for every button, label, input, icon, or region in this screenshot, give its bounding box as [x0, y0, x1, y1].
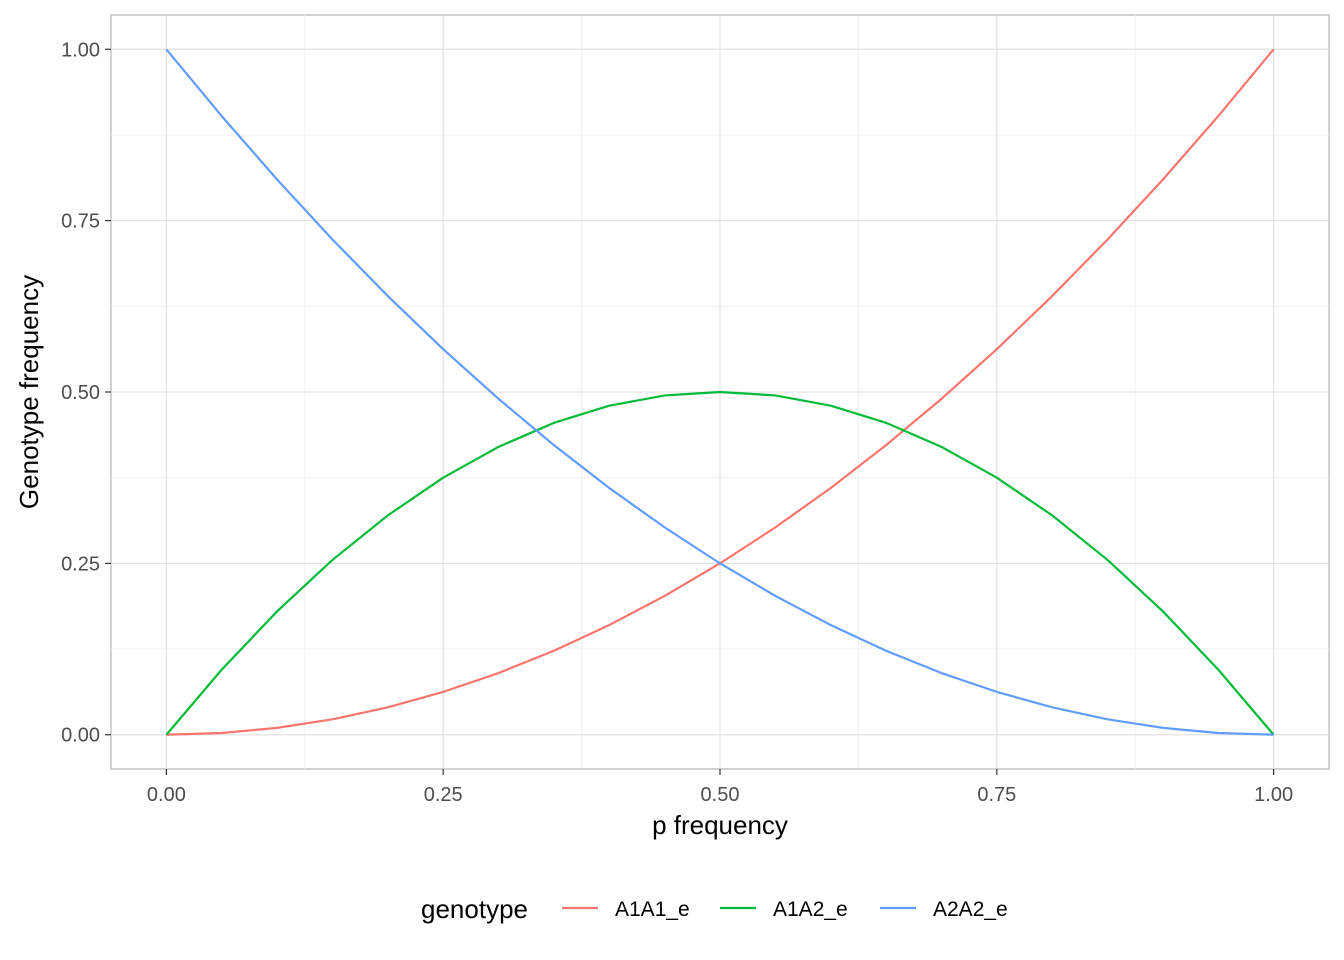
- legend-label-a1a1-e: A1A1_e: [615, 898, 690, 921]
- legend: genotype A1A1_e A1A2_e A2A2_e: [421, 894, 1008, 924]
- x-tick-label: 0.00: [147, 784, 186, 806]
- x-tick-label: 0.75: [977, 784, 1016, 806]
- x-tick-label: 0.25: [424, 784, 463, 806]
- legend-label-a2a2-e: A2A2_e: [933, 898, 1008, 921]
- y-tick-label: 0.00: [61, 725, 100, 747]
- y-tick-label: 1.00: [61, 39, 100, 61]
- x-axis-title: p frequency: [652, 810, 788, 840]
- major-gridlines: [111, 15, 1329, 769]
- x-tick-label: 0.50: [701, 784, 740, 806]
- series-line-a2a2-e: [165, 48, 1274, 736]
- y-axis: 0.00 0.25 0.50 0.75 1.00: [61, 39, 111, 747]
- y-tick-label: 0.75: [61, 211, 100, 233]
- y-tick-label: 0.25: [61, 553, 100, 575]
- series-lines: [165, 48, 1275, 736]
- legend-title: genotype: [421, 894, 528, 924]
- legend-label-a1a2-e: A1A2_e: [773, 898, 848, 921]
- y-tick-label: 0.50: [61, 382, 100, 404]
- x-axis: 0.00 0.25 0.50 0.75 1.00: [147, 769, 1293, 806]
- series-line-a1a2-e: [165, 390, 1275, 736]
- x-tick-label: 1.00: [1254, 784, 1293, 806]
- y-axis-title: Genotype frequency: [14, 275, 44, 509]
